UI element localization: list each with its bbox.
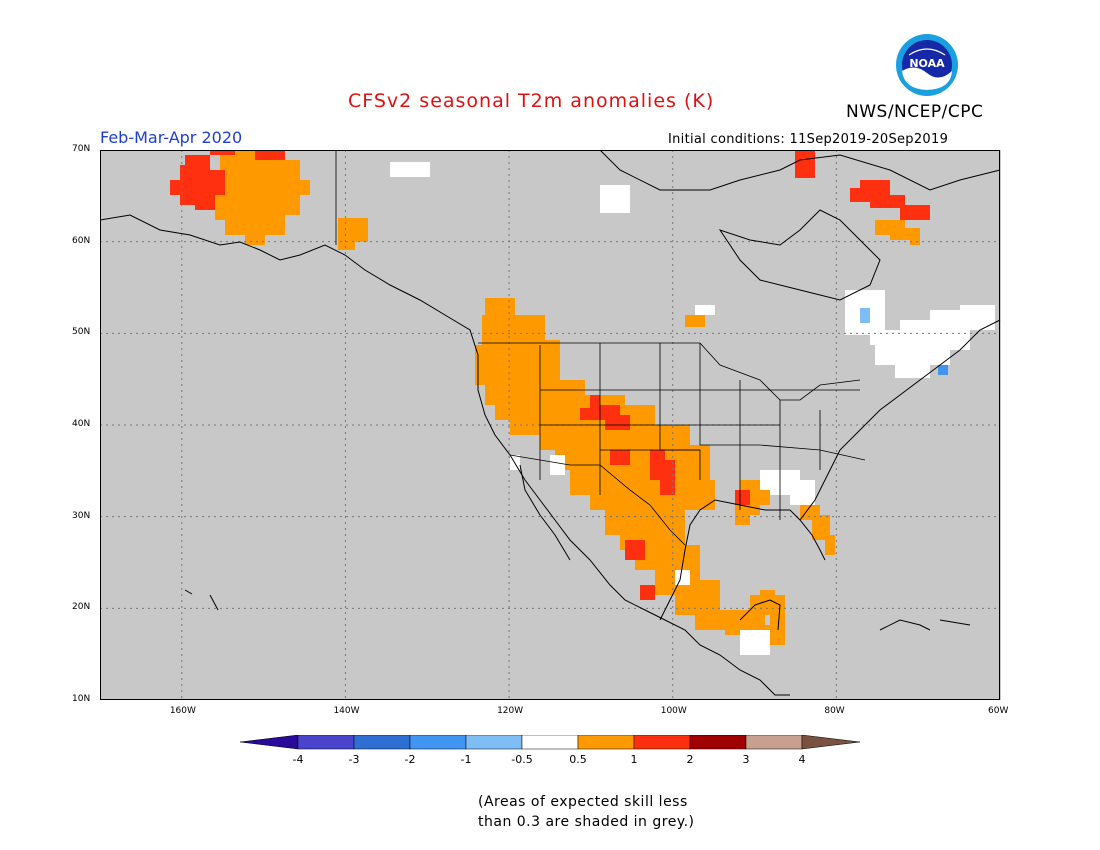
- agency-label: NWS/NCEP/CPC: [846, 102, 984, 122]
- colorbar-tick-label: -3: [349, 753, 360, 766]
- footnote-line-2: than 0.3 are shaded in grey.): [478, 814, 695, 830]
- colorbar-cell: [465, 735, 523, 750]
- lat-label: 60N: [72, 235, 91, 246]
- colorbar-tick-label: -4: [293, 753, 304, 766]
- region-texas-red: [650, 450, 675, 495]
- region-newfoundland-blue: [938, 365, 948, 375]
- lat-label: 10N: [72, 694, 91, 704]
- coastlines: [100, 150, 1001, 696]
- region-southwest-red: [610, 450, 630, 465]
- chart-title: CFSv2 seasonal T2m anomalies (K): [348, 90, 715, 112]
- colorbar-cell: [745, 735, 803, 750]
- region-quebec-red-2: [850, 180, 930, 220]
- colorbar-tick-label: 0.5: [569, 753, 587, 766]
- colorbar-cell: [689, 735, 747, 750]
- map-frame: [100, 150, 1000, 700]
- lat-label: 50N: [72, 327, 91, 338]
- lon-label: 160W: [169, 706, 196, 716]
- colorbar: -4 -3 -2 -1 -0.5 0.5 1 2 3 4: [240, 735, 861, 766]
- region-alaska-orange: [205, 150, 310, 245]
- initial-conditions: Initial conditions: 11Sep2019-20Sep2019: [668, 132, 949, 147]
- colorbar-cell: [633, 735, 691, 750]
- colorbar-cell: [297, 735, 355, 750]
- colorbar-tick-label: 1: [631, 753, 638, 766]
- colorbar-cell: [521, 735, 579, 750]
- graticule: [100, 150, 1000, 700]
- region-alaska-red-2: [255, 150, 285, 160]
- footnote-line-1: (Areas of expected skill less: [478, 794, 688, 810]
- region-arctic-white-1: [390, 162, 430, 177]
- region-florida-orange: [800, 505, 835, 555]
- region-labrador-orange: [875, 220, 920, 245]
- colorbar-tick-label: -0.5: [511, 753, 532, 766]
- lat-label: 30N: [72, 510, 91, 521]
- region-colorado-red: [580, 395, 630, 430]
- region-arctic-white-2: [600, 185, 630, 213]
- region-lake-orange: [685, 315, 705, 327]
- logo-text: NOAA: [909, 57, 945, 70]
- noaa-logo: NOAA: [896, 34, 958, 96]
- anomaly-regions: [170, 150, 995, 655]
- region-eastern-canada-white: [845, 290, 995, 378]
- colorbar-arrow-low: [240, 735, 299, 750]
- lon-label: 120W: [497, 706, 524, 716]
- lat-label: 70N: [72, 144, 91, 154]
- lon-label: 100W: [660, 706, 687, 716]
- colorbar-arrow-high: [801, 735, 861, 750]
- region-gulf-red: [735, 490, 750, 505]
- colorbar-tick-label: -1: [461, 753, 472, 766]
- anomaly-map: [100, 150, 1001, 700]
- skill-footnote: (Areas of expected skill less than 0.3 a…: [478, 792, 695, 832]
- region-western-us-orange: [475, 298, 785, 645]
- colorbar-tick-label: 3: [743, 753, 750, 766]
- region-hudson-blue: [860, 308, 870, 323]
- forecast-period: Feb-Mar-Apr 2020: [100, 128, 243, 147]
- region-alaska-red: [170, 150, 235, 210]
- lon-label: 140W: [333, 706, 360, 716]
- region-quebec-red-1: [795, 150, 815, 178]
- colorbar-cell: [409, 735, 467, 750]
- colorbar-cell: [577, 735, 635, 750]
- region-mexico-red-2: [640, 585, 655, 600]
- region-mexico-red-1: [625, 540, 645, 560]
- colorbar-tick-label: 2: [687, 753, 694, 766]
- region-central-america-white: [740, 630, 770, 655]
- lat-label: 40N: [72, 419, 91, 429]
- lon-label: 80W: [824, 706, 845, 716]
- region-great-lakes-white: [695, 305, 715, 315]
- borders: [335, 150, 866, 546]
- region-mexico-white: [675, 570, 690, 585]
- lat-label: 20N: [72, 602, 91, 613]
- colorbar-cell: [353, 735, 411, 750]
- lon-label: 60W: [988, 706, 1009, 716]
- region-desert-white: [550, 455, 565, 475]
- region-southeast-white: [760, 470, 815, 505]
- colorbar-tick-label: 4: [799, 753, 806, 766]
- colorbar-tick-label: -2: [405, 753, 416, 766]
